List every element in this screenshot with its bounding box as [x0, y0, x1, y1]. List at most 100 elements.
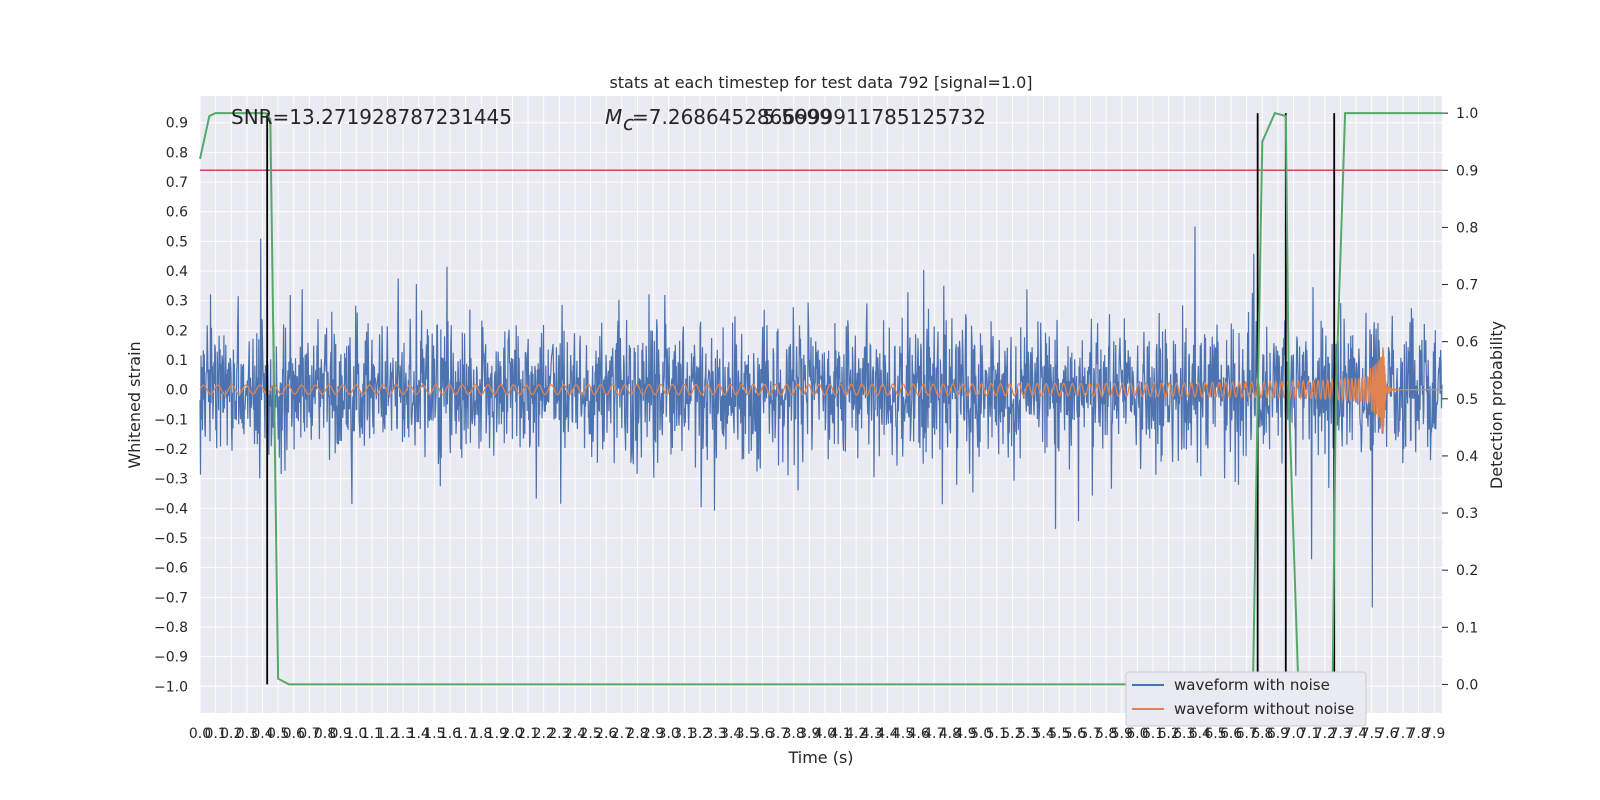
y-tick-label: −1.0	[154, 679, 188, 695]
x-tick-label: 0.8	[314, 726, 336, 742]
chirp-mass-symbol: M	[605, 105, 622, 129]
x-tick-label: 5.8	[1095, 726, 1117, 742]
y-tick-label: 0.2	[166, 323, 188, 339]
x-tick-label: 2.5	[579, 726, 601, 742]
x-tick-label: 0.9	[329, 726, 351, 742]
snr-annotation: SNR=13.271928787231445	[231, 105, 512, 129]
y2-tick-label: 0.6	[1456, 335, 1478, 351]
x-tick-label: 7.1	[1298, 726, 1320, 742]
x-tick-label: 3.3	[704, 726, 726, 742]
x-tick-label: 5.6	[1064, 726, 1086, 742]
y-tick-label: −0.1	[154, 412, 188, 428]
x-tick-label: 6.4	[1189, 726, 1211, 742]
x-tick-label: 3.4	[720, 726, 742, 742]
x-tick-label: 2.1	[517, 726, 539, 742]
y2-tick-label: 0.0	[1456, 677, 1478, 693]
x-tick-label: 3.8	[783, 726, 805, 742]
y-tick-label: 0.8	[166, 145, 188, 161]
chart-title: stats at each timestep for test data 792…	[609, 73, 1032, 92]
y-tick-label: 0.6	[166, 205, 188, 221]
y-tick-label: −0.5	[154, 531, 188, 547]
x-tick-label: 4.0	[814, 726, 836, 742]
y2-tick-label: 0.4	[1456, 449, 1478, 465]
x-tick-label: 1.3	[392, 726, 414, 742]
x-tick-label: 6.9	[1267, 726, 1289, 742]
clean-waveform-line	[199, 347, 1442, 434]
y2-tick-label: 0.1	[1456, 620, 1478, 636]
x-tick-label: 5.0	[970, 726, 992, 742]
x-tick-label: 0.0	[189, 726, 211, 742]
x-tick-label: 4.3	[861, 726, 883, 742]
x-tick-label: 4.5	[892, 726, 914, 742]
x-tick-label: 5.9	[1111, 726, 1133, 742]
x-tick-label: 7.5	[1361, 726, 1383, 742]
x-tick-label: 3.2	[689, 726, 711, 742]
x-tick-label: 3.9	[798, 726, 820, 742]
y2-tick-label: 0.7	[1456, 278, 1478, 294]
x-tick-label: 7.2	[1314, 726, 1336, 742]
x-tick-label: 0.3	[236, 726, 258, 742]
x-tick-label: 7.4	[1345, 726, 1367, 742]
x-tick-label: 3.7	[767, 726, 789, 742]
x-tick-label: 0.2	[220, 726, 242, 742]
y2-tick-label: 0.2	[1456, 563, 1478, 579]
y-tick-label: 0.1	[166, 353, 188, 369]
x-tick-label: 5.3	[1017, 726, 1039, 742]
x-tick-label: 5.5	[1048, 726, 1070, 742]
y-tick-label: 0.0	[166, 383, 188, 399]
x-tick-label: 2.7	[611, 726, 633, 742]
x-tick-label: 4.7	[923, 726, 945, 742]
x-tick-label: 4.1	[829, 726, 851, 742]
x-tick-label: 6.6	[1220, 726, 1242, 742]
x-tick-label: 1.0	[345, 726, 367, 742]
x-tick-label: 4.4	[876, 726, 898, 742]
y-tick-label: −0.8	[154, 620, 188, 636]
chirp-mass-annotation: =7.268645286699991178512573​2	[632, 105, 986, 129]
y2-tick-label: 0.5	[1456, 392, 1478, 408]
y-tick-label: −0.6	[154, 561, 188, 577]
x-tick-label: 1.1	[361, 726, 383, 742]
y-tick-label: 0.3	[166, 294, 188, 310]
x-tick-label: 2.2	[533, 726, 555, 742]
x-tick-label: 5.1	[986, 726, 1008, 742]
x-tick-label: 4.9	[954, 726, 976, 742]
x-axis-label: Time (s)	[787, 748, 853, 767]
legend-label-noisy: waveform with noise	[1174, 676, 1330, 694]
x-tick-label: 0.1	[204, 726, 226, 742]
y2-tick-label: 0.9	[1456, 163, 1478, 179]
x-tick-label: 2.9	[642, 726, 664, 742]
x-tick-label: 3.6	[751, 726, 773, 742]
x-tick-label: 4.2	[845, 726, 867, 742]
x-tick-label: 1.8	[470, 726, 492, 742]
x-tick-label: 7.6	[1376, 726, 1398, 742]
noisy-waveform-line	[199, 226, 1443, 608]
y2-tick-label: 1.0	[1456, 106, 1478, 122]
x-tick-label: 1.5	[423, 726, 445, 742]
y-tick-label: −0.2	[154, 442, 188, 458]
y2-axis-label: Detection probability	[1487, 321, 1506, 489]
x-tick-label: 7.9	[1423, 726, 1445, 742]
x-tick-label: 6.5	[1204, 726, 1226, 742]
y-tick-label: 0.7	[166, 175, 188, 191]
x-tick-label: 1.6	[439, 726, 461, 742]
x-tick-label: 5.7	[1079, 726, 1101, 742]
x-tick-label: 5.2	[1001, 726, 1023, 742]
x-tick-label: 0.6	[283, 726, 305, 742]
legend-box	[1125, 671, 1367, 727]
x-tick-label: 5.4	[1032, 726, 1054, 742]
y-tick-label: 0.4	[166, 264, 188, 280]
x-tick-label: 0.4	[251, 726, 273, 742]
x-tick-label: 1.2	[376, 726, 398, 742]
x-tick-label: 0.7	[298, 726, 320, 742]
x-tick-label: 7.3	[1329, 726, 1351, 742]
x-tick-label: 2.3	[548, 726, 570, 742]
x-tick-label: 6.2	[1157, 726, 1179, 742]
y-axis-label: Whitened strain	[125, 341, 144, 468]
y-tick-label: −0.9	[154, 650, 188, 666]
x-tick-label: 3.1	[673, 726, 695, 742]
x-tick-label: 2.6	[595, 726, 617, 742]
x-tick-label: 6.1	[1142, 726, 1164, 742]
x-tick-label: 6.8	[1251, 726, 1273, 742]
y-tick-label: −0.4	[154, 501, 188, 517]
